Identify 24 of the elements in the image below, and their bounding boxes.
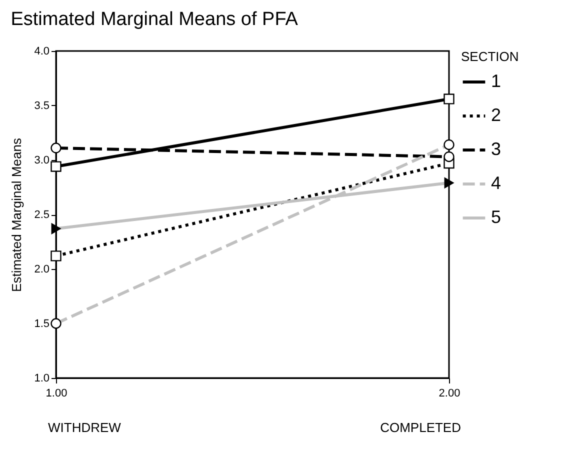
point	[444, 94, 454, 104]
legend-label: 2	[491, 105, 502, 125]
y-tick-label: 2.0	[34, 264, 50, 276]
y-tick-label: 2.5	[34, 209, 50, 221]
legend-title: SECTION	[461, 49, 519, 64]
point	[50, 142, 62, 154]
y-tick-label: 4.0	[34, 46, 50, 58]
y-axis-title: Estimated Marginal Means	[9, 138, 24, 292]
text: WITHDREW	[48, 420, 122, 435]
legend-label: 4	[491, 173, 502, 193]
x-tick-label: 1.00	[46, 388, 68, 400]
text: COMPLETED	[380, 420, 461, 435]
chart-title: Estimated Marginal Means of PFA	[10, 9, 298, 30]
y-tick-label: 3.0	[34, 154, 50, 166]
y-tick-label: 1.0	[34, 372, 50, 384]
y-tick-label: 3.5	[34, 100, 50, 112]
point	[50, 161, 62, 172]
point	[50, 250, 62, 262]
legend-label: 3	[491, 139, 502, 159]
point	[444, 151, 454, 162]
y-tick-label: 1.5	[34, 318, 50, 330]
legend-label: 5	[491, 207, 502, 227]
legend-label: 1	[491, 71, 502, 91]
x-tick-label: 2.00	[438, 388, 460, 400]
